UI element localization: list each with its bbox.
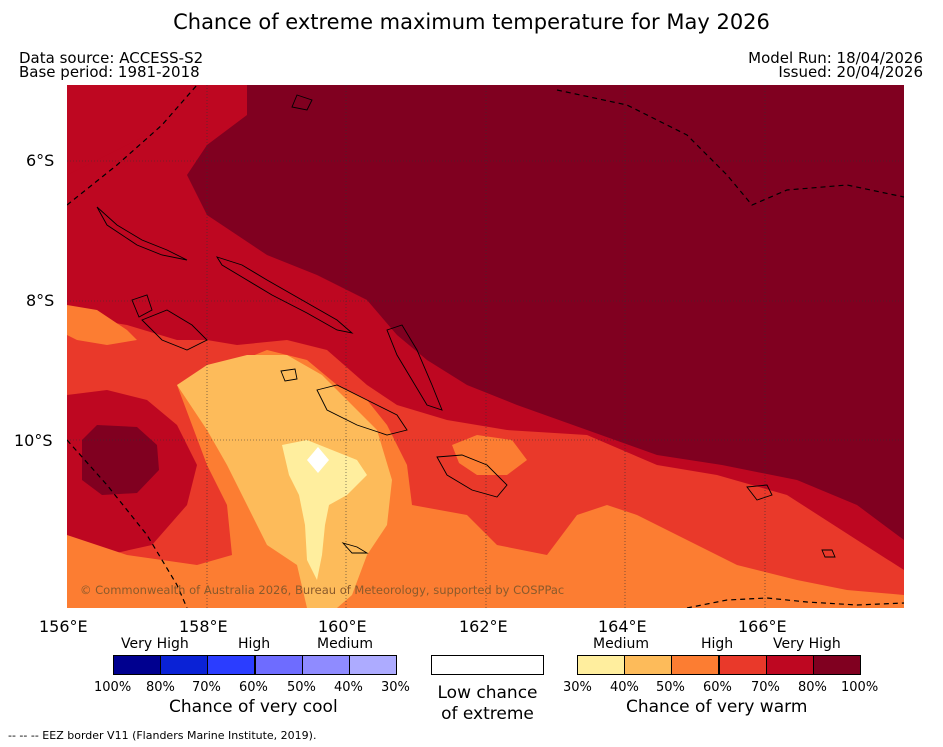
low-chance-label-line2: of extreme xyxy=(441,704,534,724)
cool-swatch-0 xyxy=(113,655,162,675)
warm-category-medium: Medium xyxy=(593,636,649,652)
lat-label-10s: 10°S xyxy=(14,431,53,450)
island-vanikoro xyxy=(821,549,836,558)
lon-label-158e: 158°E xyxy=(179,617,228,636)
cool-swatch-4 xyxy=(301,655,350,675)
model-run: Model Run: 18/04/2026 xyxy=(748,49,923,67)
warm-tick: 30% xyxy=(563,680,592,695)
cool-category-very-high: Very High xyxy=(121,636,189,652)
warm-swatch-5 xyxy=(812,655,861,675)
temperature-map: © Commonwealth of Australia 2026, Bureau… xyxy=(67,85,904,608)
lon-label-166e: 166°E xyxy=(738,617,787,636)
warm-tick: 50% xyxy=(656,680,685,695)
lon-label-164e: 164°E xyxy=(598,617,647,636)
contour-50-60-east xyxy=(452,435,527,475)
warm-tick: 100% xyxy=(841,680,879,695)
contour-50-60-nw xyxy=(67,305,137,345)
warm-tick: 80% xyxy=(798,680,827,695)
island-ontong-java xyxy=(291,94,313,111)
contour-80-100-west xyxy=(82,425,159,495)
cool-swatch-2 xyxy=(207,655,256,675)
cool-tick: 70% xyxy=(192,680,221,695)
island-makira xyxy=(436,454,508,498)
cool-legend-title: Chance of very cool xyxy=(169,697,338,717)
island-santa-isabel xyxy=(215,256,354,334)
warm-swatch-2 xyxy=(671,655,720,675)
cool-tick: 50% xyxy=(287,680,316,695)
lat-label-8s: 8°S xyxy=(26,291,55,310)
warm-swatch-1 xyxy=(624,655,673,675)
coastlines xyxy=(96,94,836,558)
warm-legend-title: Chance of very warm xyxy=(626,697,808,717)
island-guadalcanal xyxy=(316,384,408,436)
cool-tick: 100% xyxy=(94,680,132,695)
low-chance-swatch xyxy=(431,655,544,675)
cool-tick: 40% xyxy=(334,680,363,695)
lon-label-162e: 162°E xyxy=(459,617,508,636)
warm-tick: 40% xyxy=(610,680,639,695)
island-choiseul xyxy=(96,206,188,261)
cool-category-medium: Medium xyxy=(317,636,373,652)
warm-category-very-high: Very High xyxy=(773,636,841,652)
cool-tick: 80% xyxy=(146,680,175,695)
cool-swatch-1 xyxy=(160,655,209,675)
lon-label-160e: 160°E xyxy=(318,617,367,636)
eez-border xyxy=(67,85,904,608)
cool-tick: 30% xyxy=(381,680,410,695)
lat-label-6s: 6°S xyxy=(26,151,55,170)
eez-footnote: -- -- -- EEZ border V11 (Flanders Marine… xyxy=(8,729,317,742)
cool-swatch-5 xyxy=(348,655,397,675)
base-period: Base period: 1981-2018 xyxy=(19,63,200,81)
cool-swatch-3 xyxy=(254,655,303,675)
warm-tick: 70% xyxy=(751,680,780,695)
warm-swatch-3 xyxy=(718,655,767,675)
low-chance-label-line1: Low chance xyxy=(437,683,538,703)
cool-category-high: High xyxy=(238,636,271,652)
graticule xyxy=(67,85,904,608)
map-title: Chance of extreme maximum temperature fo… xyxy=(173,10,770,34)
warm-category-high: High xyxy=(701,636,734,652)
data-source: Data source: ACCESS-S2 xyxy=(19,49,204,67)
contour-70-80-nw xyxy=(67,85,187,175)
island-malaita xyxy=(386,324,443,411)
contour-80-100 xyxy=(187,85,904,540)
copyright-notice: © Commonwealth of Australia 2026, Bureau… xyxy=(80,583,564,597)
island-vella-lavella xyxy=(131,294,153,318)
island-new-georgia xyxy=(141,309,208,351)
cool-tick: 60% xyxy=(239,680,268,695)
island-rennell xyxy=(341,542,369,554)
contour-40-50 xyxy=(177,355,392,608)
warm-swatch-0 xyxy=(577,655,626,675)
warm-tick: 60% xyxy=(703,680,732,695)
lon-label-156e: 156°E xyxy=(39,617,88,636)
island-santa-cruz xyxy=(746,484,773,501)
issued-date: Issued: 20/04/2026 xyxy=(778,63,923,81)
contour-low-chance xyxy=(307,447,329,473)
island-russell xyxy=(280,368,298,382)
warm-swatch-4 xyxy=(765,655,814,675)
